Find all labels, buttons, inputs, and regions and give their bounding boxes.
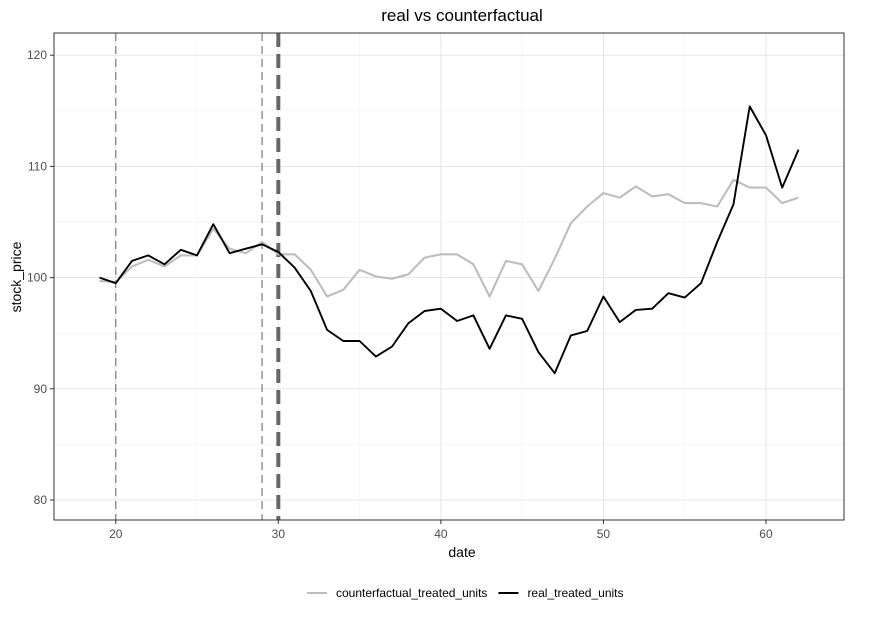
x-tick-label: 30 (272, 527, 286, 541)
y-tick-label: 80 (34, 493, 48, 507)
legend-label: real_treated_units (527, 586, 623, 600)
x-tick-label: 20 (109, 527, 123, 541)
series-lines (99, 105, 800, 375)
y-axis: 80 90 100 110 120 (27, 48, 54, 507)
x-tick-label: 40 (434, 527, 448, 541)
x-axis-title: date (448, 544, 475, 560)
series-line-counterfactual_treated_units (99, 178, 799, 298)
reference-lines (115, 33, 281, 520)
x-tick-label: 50 (597, 527, 611, 541)
x-axis: 20 30 40 50 60 (109, 520, 773, 541)
chart-title: real vs counterfactual (381, 6, 543, 25)
y-tick-label: 120 (27, 48, 47, 62)
legend-item-counterfactual_treated_units: counterfactual_treated_units (307, 586, 487, 600)
legend-label: counterfactual_treated_units (336, 586, 487, 600)
legend-item-real_treated_units: real_treated_units (498, 586, 624, 600)
plot-panel (54, 33, 844, 520)
legend: counterfactual_treated_units real_treated… (307, 586, 624, 600)
y-axis-title: stock_price (8, 241, 24, 312)
y-tick-label: 90 (34, 382, 48, 396)
series-line-real_treated_units (99, 105, 800, 375)
grid-minor (54, 33, 844, 520)
y-tick-label: 110 (28, 159, 47, 173)
grid-major (54, 33, 844, 520)
plot-border (53, 32, 845, 521)
x-tick-label: 60 (759, 527, 773, 541)
y-tick-label: 100 (27, 271, 47, 285)
